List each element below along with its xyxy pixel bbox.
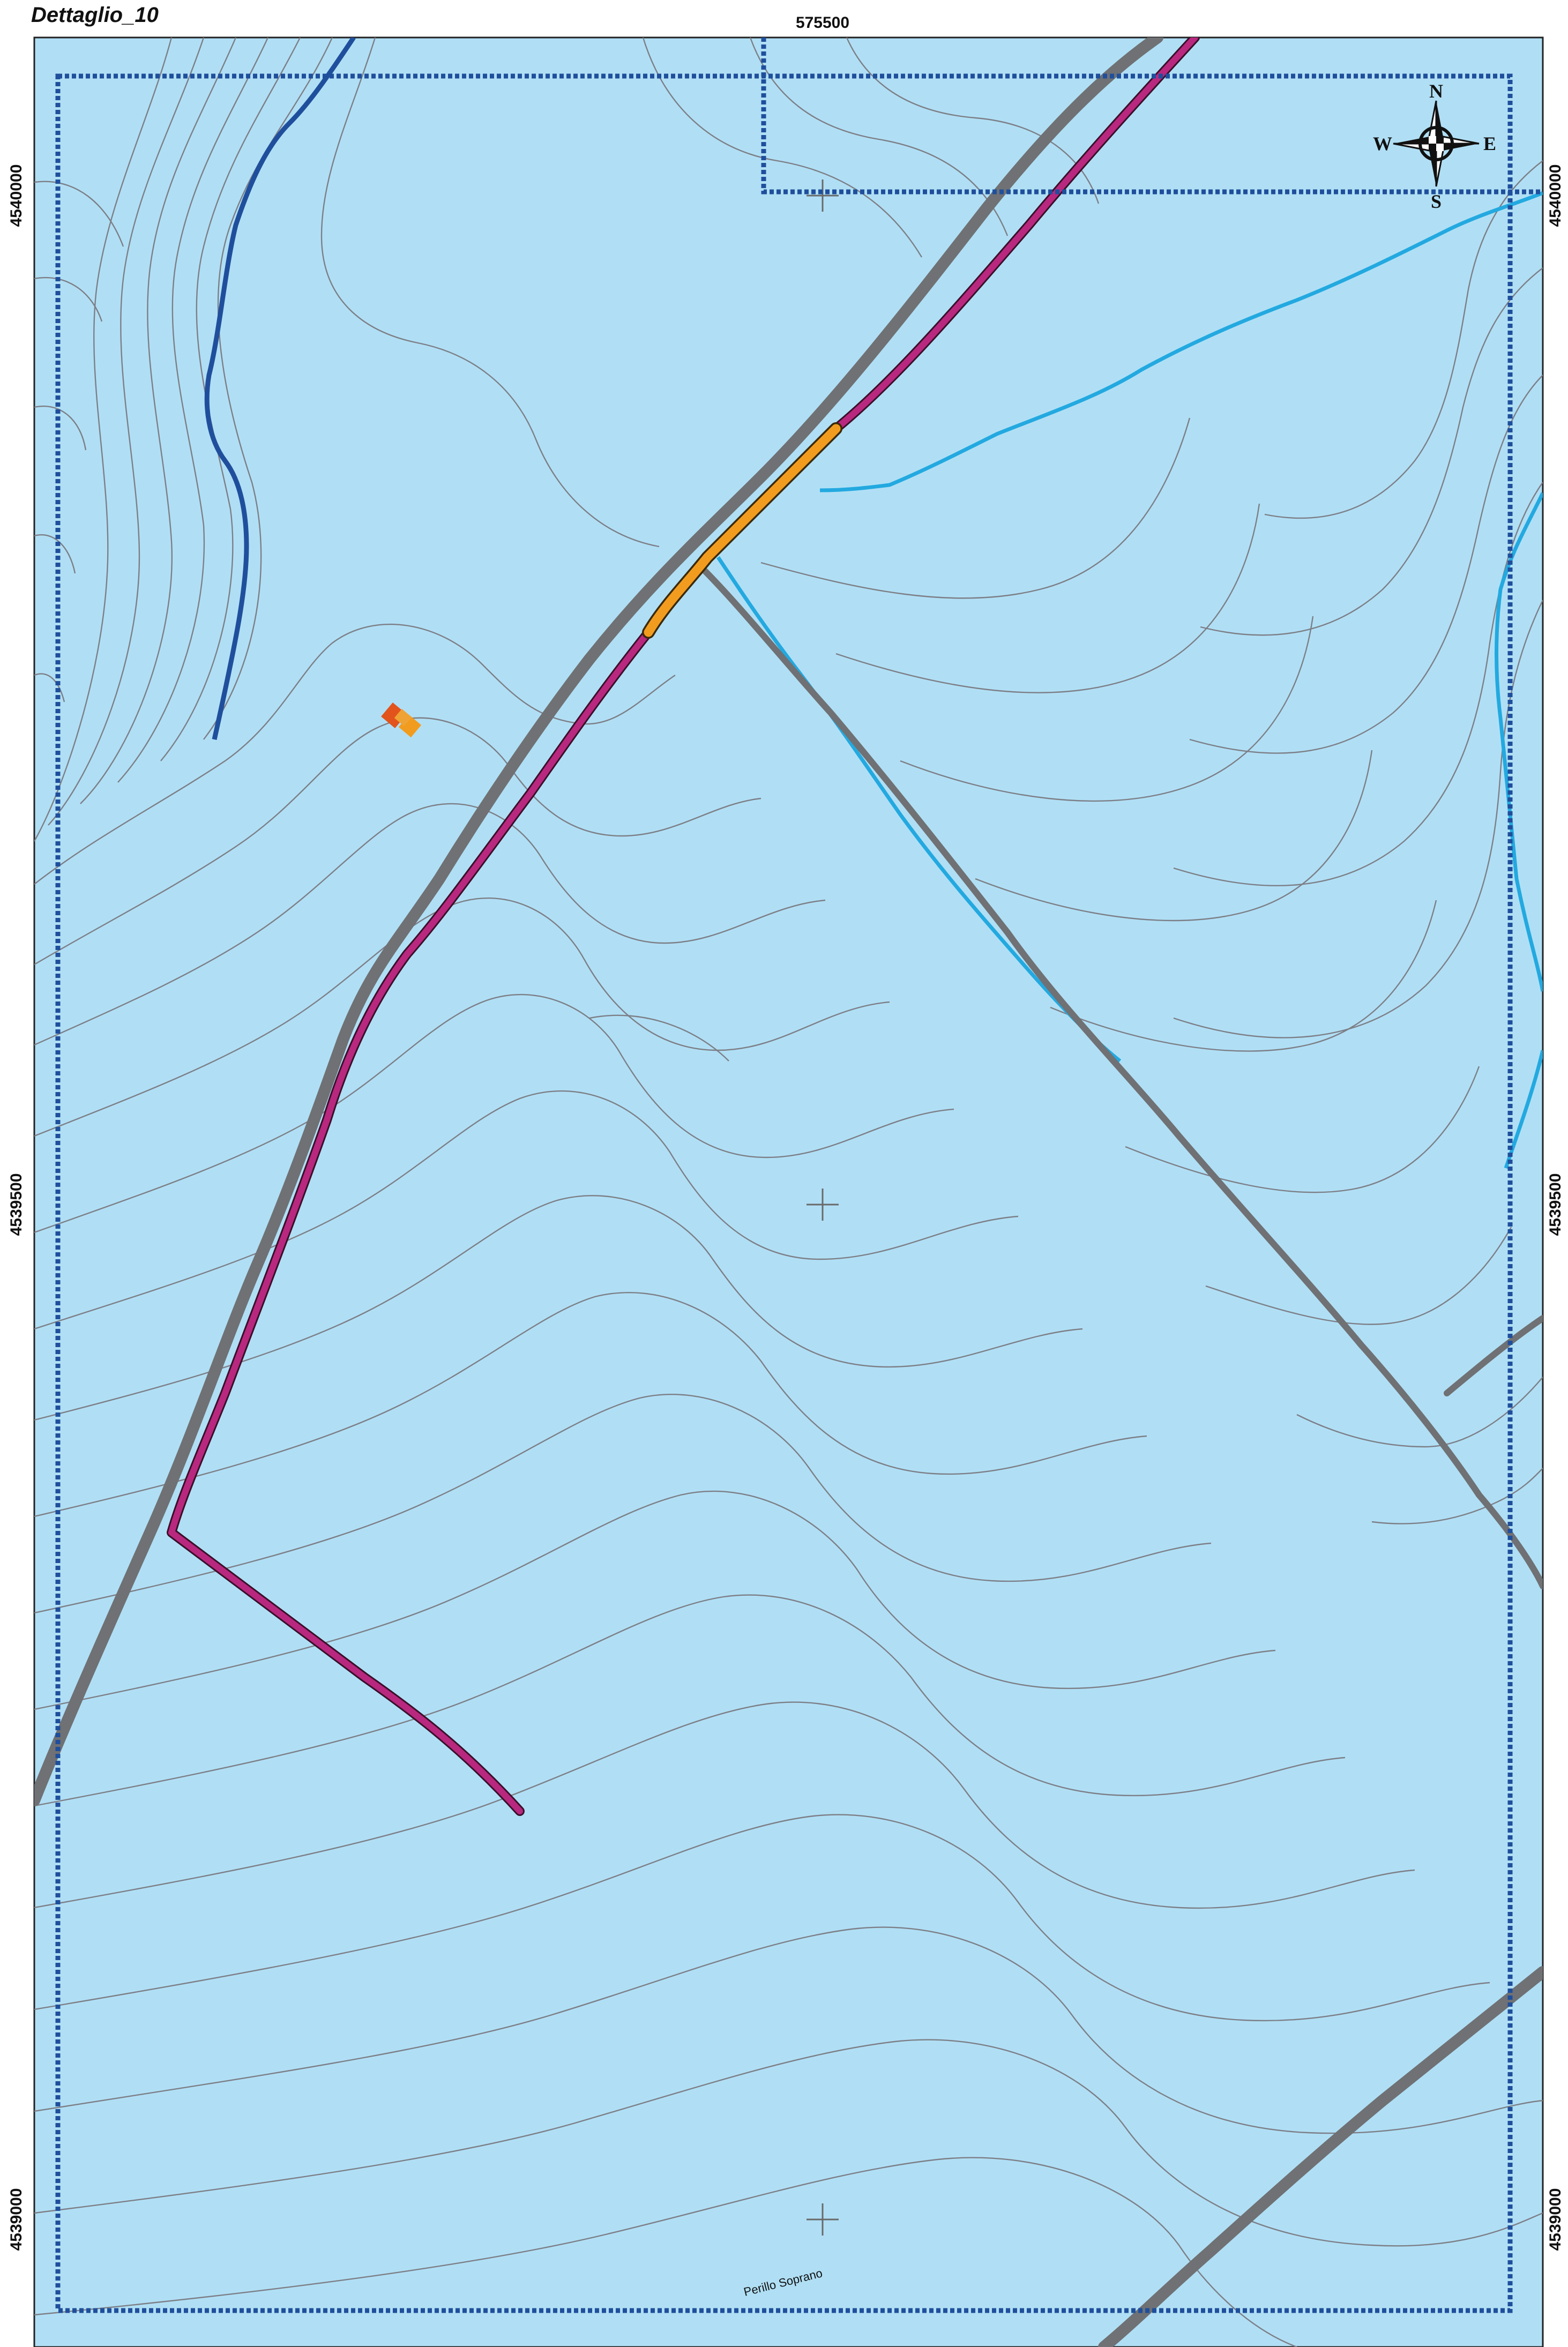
study-area-boundary <box>55 38 1543 2313</box>
northing-right-4539500: 4539500 <box>1547 1174 1564 1236</box>
buildings[interactable] <box>381 702 422 738</box>
northing-left-4539000: 4539000 <box>8 2188 25 2251</box>
northing-right-4540000: 4540000 <box>1547 165 1564 227</box>
compass-n-label: N <box>1429 80 1443 102</box>
compass-s-label: S <box>1431 191 1442 212</box>
compass-e-label: E <box>1483 133 1496 154</box>
northing-left-4540000: 4540000 <box>8 165 25 227</box>
pipeline[interactable] <box>167 38 1200 1816</box>
stream-dark <box>204 38 356 740</box>
north-arrow-icon: N S E W <box>1373 80 1496 212</box>
northing-left-4539500: 4539500 <box>8 1174 25 1236</box>
map-title: Dettaglio_10 <box>31 3 159 27</box>
easting-label: 575500 <box>796 14 849 32</box>
roads <box>34 38 1543 2347</box>
northing-right-4539000: 4539000 <box>1547 2188 1564 2251</box>
compass-w-label: W <box>1373 133 1392 154</box>
grid-crosses <box>807 180 839 2236</box>
